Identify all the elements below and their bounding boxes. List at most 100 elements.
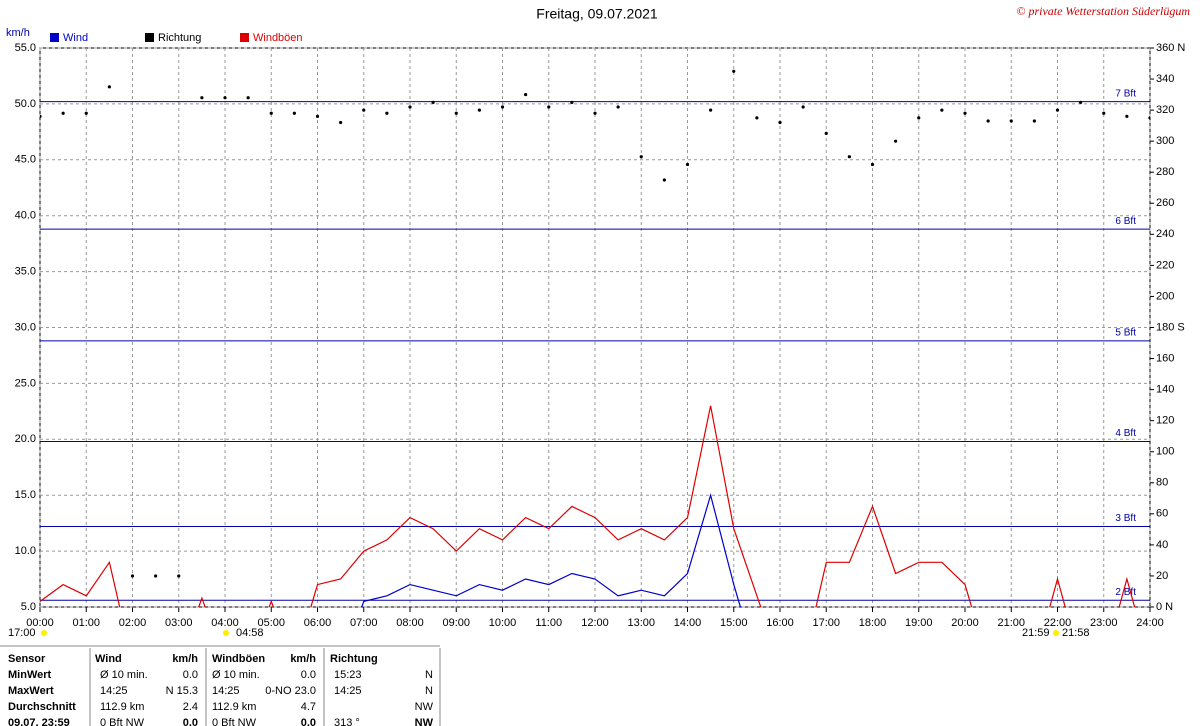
y2-tick-label: 80 bbox=[1156, 477, 1168, 489]
direction-dot bbox=[570, 100, 574, 104]
series-line bbox=[361, 492, 742, 607]
y2-tick-label: 180 S bbox=[1156, 321, 1185, 333]
y-tick-label: 5.0 bbox=[21, 601, 36, 613]
y2-tick-label: 60 bbox=[1156, 508, 1168, 520]
sun-marker bbox=[41, 630, 47, 636]
x-tick-label: 08:00 bbox=[396, 617, 424, 629]
table-header: km/h bbox=[172, 653, 198, 665]
direction-dot bbox=[616, 105, 620, 109]
bft-label: 5 Bft bbox=[1115, 328, 1136, 339]
direction-dot bbox=[1102, 111, 1106, 115]
direction-dot bbox=[200, 96, 204, 100]
direction-dot bbox=[339, 120, 343, 125]
y-tick-label: 45.0 bbox=[15, 154, 36, 166]
direction-dot bbox=[917, 116, 921, 120]
x-tick-label: 19:00 bbox=[905, 617, 933, 629]
sun-marker bbox=[1053, 630, 1059, 636]
table-cell: N bbox=[425, 685, 433, 697]
direction-dot bbox=[269, 111, 273, 115]
x-tick-label: 18:00 bbox=[859, 617, 887, 629]
x-tick-label: 21:00 bbox=[997, 617, 1025, 629]
direction-dot bbox=[709, 108, 713, 112]
table-cell: 112.9 km bbox=[212, 701, 256, 713]
legend-label: Windböen bbox=[253, 32, 303, 44]
y-tick-label: 50.0 bbox=[15, 98, 36, 110]
direction-dot bbox=[824, 131, 828, 136]
direction-dot bbox=[755, 116, 759, 120]
series-group bbox=[40, 69, 1150, 607]
y-tick-label: 55.0 bbox=[15, 42, 36, 54]
direction-dot bbox=[1032, 119, 1036, 123]
direction-dot bbox=[431, 100, 435, 104]
y2-tick-label: 140 bbox=[1156, 384, 1174, 396]
x-tick-label: 11:00 bbox=[535, 617, 562, 629]
table-header: Windböen bbox=[212, 653, 265, 665]
table-cell: 0.0 bbox=[183, 717, 198, 726]
y2-tick-label: 120 bbox=[1156, 415, 1174, 427]
x-tick-label: 01:00 bbox=[72, 617, 100, 629]
x-tick-label: 15:00 bbox=[720, 617, 748, 629]
sun-label: 21:58 bbox=[1062, 627, 1090, 639]
y2-tick-label: 340 bbox=[1156, 73, 1174, 85]
table-cell: 0.0 bbox=[301, 717, 316, 726]
direction-dot bbox=[870, 162, 875, 167]
direction-dot bbox=[292, 111, 296, 115]
direction-dot bbox=[177, 574, 181, 578]
direction-dot bbox=[847, 155, 851, 159]
table-cell: 14:25 bbox=[334, 685, 362, 697]
direction-dot bbox=[1125, 114, 1129, 118]
x-tick-label: 23:00 bbox=[1090, 617, 1118, 629]
x-tick-label: 06:00 bbox=[304, 617, 332, 629]
y-axis-label: km/h bbox=[6, 27, 30, 39]
direction-dot bbox=[408, 105, 412, 109]
series-line bbox=[40, 405, 1136, 607]
y2-tick-label: 160 bbox=[1156, 352, 1174, 364]
y-tick-label: 10.0 bbox=[15, 545, 36, 557]
direction-dot bbox=[107, 85, 111, 89]
y2-tick-label: 300 bbox=[1156, 135, 1174, 147]
direction-dot bbox=[1055, 108, 1060, 112]
direction-dot bbox=[385, 111, 389, 115]
table-cell: 0.0 bbox=[301, 669, 316, 681]
x-tick-label: 03:00 bbox=[165, 617, 193, 629]
y2-tick-label: 280 bbox=[1156, 166, 1174, 178]
legend-label: Richtung bbox=[158, 32, 201, 44]
y2-tick-label: 240 bbox=[1156, 228, 1174, 240]
direction-dot bbox=[1148, 116, 1150, 120]
y2-tick-label: 220 bbox=[1156, 259, 1174, 271]
y-tick-label: 15.0 bbox=[15, 489, 36, 501]
y-tick-label: 30.0 bbox=[15, 321, 36, 333]
legend-swatch bbox=[50, 33, 59, 42]
bft-label: 6 Bft bbox=[1115, 216, 1136, 227]
y2-tick-label: 260 bbox=[1156, 197, 1174, 209]
table-header: Richtung bbox=[330, 653, 378, 665]
bft-label: 2 Bft bbox=[1115, 587, 1136, 598]
table-header: Sensor bbox=[8, 653, 46, 665]
row-label: MinWert bbox=[8, 669, 52, 681]
bft-label: 3 Bft bbox=[1115, 513, 1136, 524]
direction-dot bbox=[84, 111, 88, 115]
copyright: © private Wetterstation Süderlügum bbox=[1016, 4, 1190, 18]
direction-dot bbox=[477, 108, 481, 112]
table-cell: 0.0 bbox=[183, 669, 198, 681]
sun-label: 21:59 bbox=[1022, 627, 1050, 639]
table-cell: 0 Bft NW bbox=[212, 717, 257, 726]
table-cell: 2.4 bbox=[183, 701, 198, 713]
y2-tick-label: 360 N bbox=[1156, 42, 1185, 54]
table-cell: 0-NO 23.0 bbox=[265, 685, 316, 697]
direction-dot bbox=[963, 111, 967, 115]
direction-dot bbox=[639, 155, 643, 159]
direction-dot bbox=[894, 139, 898, 143]
x-tick-label: 20:00 bbox=[951, 617, 979, 629]
sun-label: 04:58 bbox=[236, 627, 264, 639]
direction-dot bbox=[500, 105, 505, 109]
x-tick-label: 12:00 bbox=[581, 617, 609, 629]
direction-dot bbox=[130, 574, 135, 578]
y-tick-label: 40.0 bbox=[15, 210, 36, 222]
x-tick-label: 16:00 bbox=[766, 617, 794, 629]
x-tick-label: 13:00 bbox=[627, 617, 655, 629]
table-cell: NW bbox=[415, 701, 434, 713]
row-label: Durchschnitt bbox=[8, 701, 76, 713]
row-label: 09.07. 23:59 bbox=[8, 717, 70, 726]
table-cell: 4.7 bbox=[301, 701, 316, 713]
